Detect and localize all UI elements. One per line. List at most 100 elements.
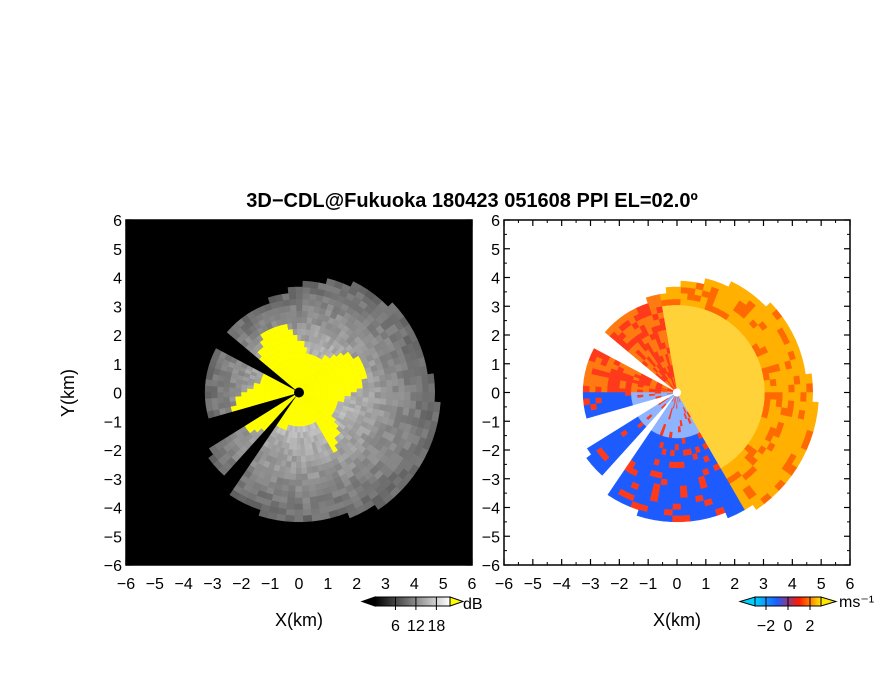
range-gate-cell bbox=[666, 298, 675, 306]
y-tick-label: −2 bbox=[482, 443, 500, 460]
x-tick-label: 5 bbox=[439, 576, 448, 593]
range-gate-cell bbox=[338, 392, 346, 396]
range-gate-cell bbox=[674, 328, 680, 335]
range-gate-cell bbox=[764, 385, 772, 393]
range-gate-cell bbox=[787, 375, 795, 385]
range-gate-cell bbox=[674, 438, 680, 445]
range-gate-cell bbox=[289, 473, 297, 481]
range-gate-cell bbox=[758, 386, 766, 393]
range-gate-cell bbox=[379, 397, 388, 405]
range-gate-cell bbox=[689, 513, 700, 522]
y-tick-label: −6 bbox=[104, 558, 122, 575]
range-gate-cell bbox=[415, 375, 423, 385]
range-gate-cell bbox=[294, 426, 299, 433]
range-gate-cell bbox=[373, 397, 382, 405]
range-gate-cell bbox=[317, 282, 327, 291]
range-gate-cell bbox=[398, 392, 406, 401]
range-gate-cell bbox=[422, 392, 430, 402]
y-tick-label: −2 bbox=[104, 443, 122, 460]
range-gate-cell bbox=[770, 392, 778, 400]
range-gate-cell bbox=[674, 450, 680, 457]
range-gate-cell bbox=[300, 328, 306, 336]
range-gate-cell bbox=[397, 399, 405, 408]
x-tick-label: −5 bbox=[524, 576, 542, 593]
range-gate-cell bbox=[674, 322, 680, 329]
range-gate-cell bbox=[679, 304, 687, 312]
range-gate-cell bbox=[350, 392, 358, 397]
range-gate-cell bbox=[291, 455, 298, 463]
range-gate-cell bbox=[295, 304, 303, 312]
x-tick-label: −3 bbox=[581, 576, 599, 593]
range-gate-cell bbox=[661, 472, 669, 480]
range-gate-cell bbox=[325, 278, 336, 287]
range-gate-cell bbox=[302, 497, 311, 505]
range-gate-cell bbox=[404, 384, 412, 393]
range-gate-cell bbox=[606, 392, 614, 398]
range-gate-cell bbox=[673, 286, 681, 294]
range-gate-cell bbox=[588, 386, 596, 393]
velocity-colorbar-high-arrow bbox=[820, 596, 838, 607]
range-gate-cell bbox=[332, 392, 340, 396]
range-gate-cell bbox=[710, 392, 718, 396]
range-gate-cell bbox=[288, 479, 297, 487]
range-gate-cell bbox=[288, 298, 297, 306]
y-tick-label: 6 bbox=[113, 213, 122, 230]
range-gate-cell bbox=[301, 467, 308, 475]
range-gate-cell bbox=[302, 509, 313, 517]
range-gate-cell bbox=[672, 503, 682, 511]
range-gate-cell bbox=[290, 316, 297, 324]
range-gate-cell bbox=[385, 398, 393, 406]
range-gate-cell bbox=[428, 382, 435, 393]
range-gate-cell bbox=[740, 387, 748, 393]
left-x-axis-label: X(km) bbox=[275, 610, 323, 630]
x-tick-label: 0 bbox=[673, 576, 682, 593]
range-gate-cell bbox=[775, 399, 783, 408]
chart-title: 3D−CDL@Fukuoka 180423 051608 PPI EL=02.0… bbox=[246, 190, 698, 212]
range-gate-cell bbox=[299, 352, 304, 359]
range-gate-cell bbox=[752, 386, 760, 393]
y-tick-label: 4 bbox=[113, 271, 122, 288]
range-gate-cell bbox=[685, 299, 694, 307]
x-tick-label: −6 bbox=[117, 576, 135, 593]
range-gate-cell bbox=[666, 485, 674, 493]
range-gate-cell bbox=[654, 513, 665, 522]
range-gate-cell bbox=[788, 384, 796, 393]
range-gate-cell bbox=[234, 387, 242, 393]
range-gate-cell bbox=[679, 298, 688, 306]
range-gate-cell bbox=[583, 372, 592, 381]
range-gate-cell bbox=[728, 388, 736, 393]
range-gate-cell bbox=[270, 390, 278, 393]
range-gate-cell bbox=[769, 398, 777, 407]
range-gate-cell bbox=[674, 444, 680, 451]
range-gate-cell bbox=[776, 392, 784, 401]
x-tick-label: 6 bbox=[846, 576, 855, 593]
y-tick-label: 1 bbox=[491, 357, 500, 374]
range-gate-cell bbox=[296, 322, 302, 329]
range-gate-cell bbox=[386, 392, 394, 400]
range-gate-cell bbox=[664, 455, 671, 463]
range-gate-cell bbox=[811, 401, 819, 413]
y-tick-label: −4 bbox=[104, 501, 122, 518]
range-gate-cell bbox=[674, 340, 680, 347]
range-gate-cell bbox=[740, 392, 748, 398]
range-gate-cell bbox=[282, 478, 291, 486]
range-gate-cell bbox=[781, 376, 789, 386]
range-gate-cell bbox=[228, 392, 236, 398]
range-gate-cell bbox=[588, 397, 597, 405]
range-gate-cell bbox=[427, 373, 435, 384]
range-gate-cell bbox=[285, 460, 292, 469]
range-gate-cell bbox=[286, 503, 296, 511]
range-gate-cell bbox=[368, 392, 376, 399]
range-gate-cell bbox=[286, 455, 293, 463]
range-gate-cell bbox=[350, 395, 358, 401]
range-gate-cell bbox=[685, 305, 693, 313]
range-gate-cell bbox=[669, 455, 676, 463]
range-gate-cell bbox=[680, 280, 689, 288]
range-gate-cell bbox=[666, 292, 674, 300]
range-gate-cell bbox=[226, 327, 237, 337]
y-tick-label: 3 bbox=[491, 299, 500, 316]
range-gate-cell bbox=[309, 392, 316, 394]
range-gate-cell bbox=[678, 334, 684, 342]
velocity-panel: −6 −5 −4 −3 −2 −1 0 1 2 3 4 5 6 −6 −5 −4 −3 −2 −1 0 1 2 3 4 5 6 bbox=[482, 213, 855, 593]
snr-panel: −6 −5 −4 −3 −2 −1 0 1 2 3 4 5 6 −6 −5 −4 −3 −2 −1 0 1 2 3 4 5 6 bbox=[104, 213, 477, 593]
